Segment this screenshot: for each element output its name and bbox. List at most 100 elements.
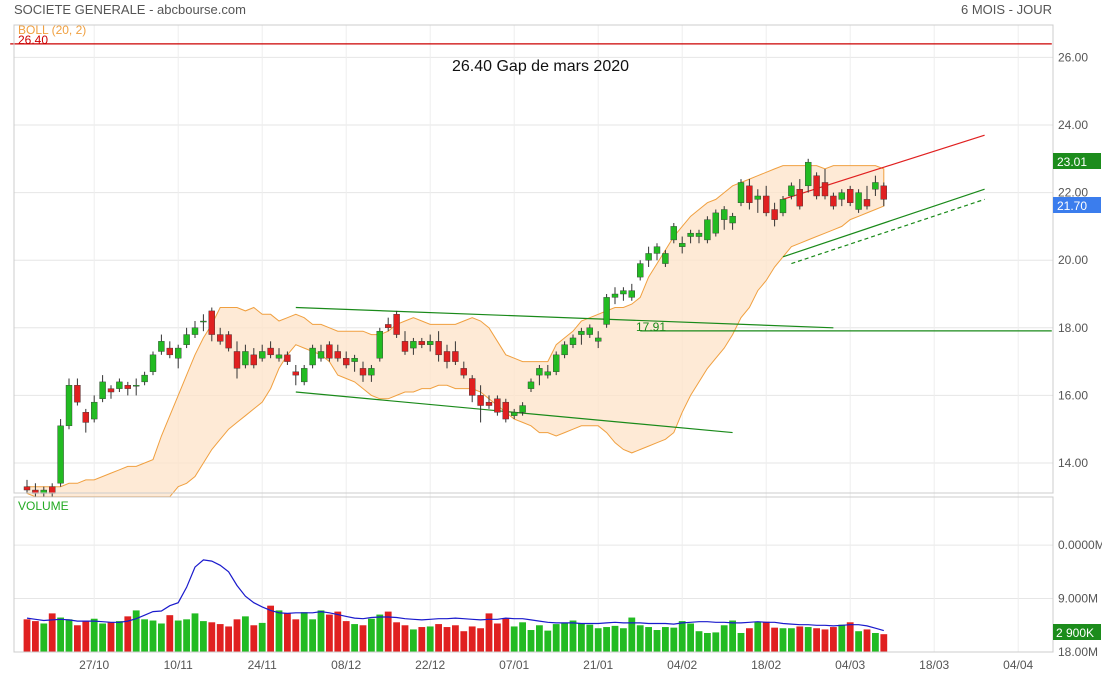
candle-body (737, 182, 745, 203)
volume-bar (208, 622, 216, 652)
candle-body (23, 486, 31, 491)
candle-body (485, 401, 493, 406)
candle-body (418, 341, 425, 345)
volume-bar (225, 626, 232, 652)
volume-bar (166, 615, 174, 652)
volume-label: VOLUME (18, 499, 69, 513)
candle-body (74, 385, 81, 403)
candle-body (527, 381, 535, 389)
volume-bar (90, 618, 98, 652)
candle-body (208, 310, 216, 335)
candle-body (376, 330, 383, 359)
volume-bar (141, 619, 148, 652)
volume-bar (653, 630, 661, 652)
candle-body (704, 219, 711, 241)
time-tick-label: 27/10 (79, 658, 109, 672)
volume-bar (99, 623, 106, 652)
price-tick-label: 22.00 (1058, 186, 1088, 200)
candle-body (116, 381, 123, 389)
candle-body (569, 337, 577, 345)
candle-body (49, 486, 56, 494)
volume-bar (401, 625, 409, 652)
volume-bar (687, 623, 694, 652)
candle-body (477, 395, 484, 406)
candle-body (259, 351, 266, 359)
volume-moving-average (26, 559, 884, 632)
volume-bar (334, 611, 342, 652)
candle-body (603, 297, 610, 325)
volume-bar (662, 627, 669, 652)
volume-bar (678, 621, 686, 652)
price-tag-high (1053, 153, 1101, 169)
volume-bar (594, 628, 602, 652)
volume-bar (821, 629, 829, 652)
volume-bar (460, 631, 468, 652)
volume-bar (410, 629, 417, 652)
volume-bar (485, 613, 493, 652)
volume-bar (603, 627, 610, 652)
candle-body (141, 374, 148, 383)
volume-bar (32, 621, 39, 652)
candle-body (813, 175, 820, 197)
time-tick-label: 04/04 (1003, 658, 1033, 672)
candle-body (132, 385, 140, 387)
volume-bar (645, 627, 652, 652)
candle-body (401, 341, 409, 352)
volume-bar (48, 613, 56, 652)
volume-bar (275, 610, 283, 652)
candle-body (855, 192, 862, 210)
candle-body (729, 216, 736, 224)
candle-body (586, 327, 593, 335)
candle-body (494, 398, 501, 413)
time-tick-label: 08/12 (331, 658, 361, 672)
volume-bar (746, 628, 753, 652)
candle-body (662, 253, 669, 264)
price-tick-label: 24.00 (1058, 118, 1088, 132)
candle-body (317, 351, 325, 359)
candle-body (326, 344, 333, 359)
volume-bar (359, 625, 367, 652)
volume-bar (536, 625, 543, 652)
candle-body (334, 351, 341, 359)
volume-bar (267, 605, 274, 652)
candle-body (595, 337, 602, 342)
candle-body (82, 412, 90, 423)
candle-body (443, 351, 451, 362)
candle-body (301, 368, 308, 383)
volume-bar (830, 627, 837, 652)
volume-bar (695, 631, 703, 652)
candle-body (452, 351, 459, 362)
volume-bar (729, 620, 736, 652)
candle-body (427, 341, 434, 345)
volume-bar (754, 621, 762, 652)
price-tag-last (1053, 197, 1101, 213)
volume-bar (317, 610, 325, 652)
rising-support-dashed-line (791, 198, 985, 265)
volume-bar (519, 622, 526, 652)
candle-body (721, 209, 728, 220)
volume-bar (233, 619, 241, 652)
volume-bar (762, 621, 770, 652)
candle-body (872, 182, 879, 190)
volume-bar (300, 612, 308, 652)
volume-bar (435, 624, 442, 652)
candle-body (637, 263, 644, 278)
volume-bar (384, 611, 392, 652)
price-tag-high-text: 23.01 (1057, 155, 1087, 169)
volume-bar (183, 619, 190, 652)
volume-bar (670, 627, 678, 652)
volume-panel-frame (13, 496, 1054, 653)
volume-bar (569, 620, 577, 652)
candle-body (225, 334, 232, 349)
volume-bar (242, 616, 249, 652)
volume-bar (124, 616, 132, 652)
candle-body (511, 412, 518, 416)
volume-bar (82, 620, 90, 652)
candle-body (57, 425, 64, 484)
volume-bar (804, 627, 812, 652)
candlestick-series (23, 158, 887, 497)
volume-bar (552, 624, 560, 652)
candle-body (670, 226, 677, 241)
candle-body (368, 368, 375, 376)
candle-body (393, 314, 400, 335)
